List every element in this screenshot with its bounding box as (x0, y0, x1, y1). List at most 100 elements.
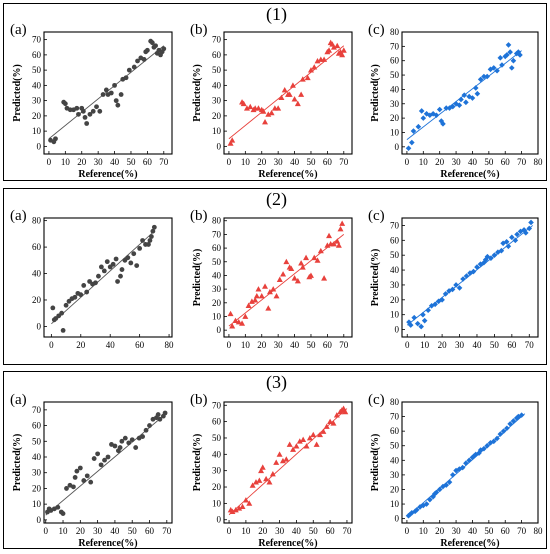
x-tick-label: 40 (468, 157, 478, 167)
y-tick-label: 30 (212, 284, 222, 294)
y-tick-label: 80 (32, 216, 42, 226)
x-tick-label: 30 (275, 526, 285, 536)
data-point (323, 423, 330, 429)
data-point (296, 438, 303, 444)
group-panel-1 (3, 3, 547, 181)
y-axis-label: Predicted(%) (370, 434, 381, 492)
data-point (499, 62, 505, 68)
data-point (126, 440, 132, 446)
data-point (497, 431, 504, 437)
data-point (333, 412, 340, 418)
data-point (463, 99, 469, 106)
data-point (340, 47, 347, 53)
data-point (317, 431, 323, 438)
data-point (294, 277, 301, 284)
data-point (425, 307, 431, 314)
x-tick-label: 20 (435, 157, 445, 167)
data-point (270, 286, 277, 292)
x-tick-label: 60 (326, 526, 336, 536)
y-tick-label: 70 (212, 400, 222, 410)
y-tick-label: 70 (32, 405, 42, 415)
data-point (300, 436, 307, 443)
data-point (131, 251, 137, 257)
x-tick-label: 0 (405, 340, 410, 350)
data-point (108, 90, 114, 96)
y-tick-label: 60 (390, 56, 400, 66)
x-tick-label: 40 (468, 526, 478, 536)
data-point (147, 238, 153, 243)
data-point (60, 511, 66, 516)
data-point (467, 270, 473, 276)
data-point (60, 327, 66, 333)
data-point (137, 246, 143, 251)
data-point (283, 258, 290, 265)
data-point (50, 305, 56, 311)
data-point (119, 267, 125, 272)
x-tick-label: 20 (435, 526, 445, 536)
data-point (288, 265, 295, 272)
data-point (256, 477, 263, 483)
data-point (227, 310, 234, 317)
data-point (490, 438, 497, 445)
data-point (299, 76, 306, 82)
data-point (279, 457, 286, 464)
panel-tag: (a) (10, 22, 27, 38)
data-point (265, 111, 272, 117)
data-point (140, 238, 145, 243)
data-point (117, 445, 123, 450)
data-point (87, 111, 93, 117)
y-tick-label: 40 (212, 449, 222, 459)
data-point (339, 51, 346, 58)
x-axis-label: Reference(%) (258, 169, 317, 180)
data-point (247, 103, 254, 110)
data-point (507, 421, 513, 427)
data-point (504, 425, 510, 432)
x-tick-label: 20 (257, 340, 267, 350)
data-point (263, 475, 270, 482)
data-point (334, 238, 341, 244)
x-tick-label: 50 (484, 526, 494, 536)
data-point (514, 231, 520, 238)
data-point (78, 292, 84, 298)
data-point (123, 75, 129, 81)
x-tick-label: 50 (490, 340, 500, 350)
x-tick-label: 40 (292, 526, 302, 536)
y-tick-label: 20 (390, 295, 400, 305)
y-tick-label: 10 (390, 499, 400, 509)
data-point (149, 234, 154, 239)
data-point (281, 86, 288, 93)
data-point (239, 503, 246, 510)
data-point (144, 47, 150, 53)
data-point (113, 256, 119, 262)
data-point (155, 412, 161, 417)
data-point (91, 456, 97, 461)
chart-1c: (c) 0 10 20 30 40 50 60 70 80 0 10 20 30 40 50 60 70 80 Ref… (368, 22, 543, 180)
y-tick-label: 0 (37, 515, 42, 525)
y-tick-label: 20 (32, 111, 42, 121)
y-axis-label: Predicted(%) (370, 64, 381, 122)
data-point (484, 442, 491, 449)
chart-2a: (a) 0 20 40 60 80 0 20 40 60 80 (10, 208, 174, 350)
data-point (88, 479, 94, 485)
data-point (82, 115, 88, 120)
y-tick-label: 30 (212, 96, 222, 106)
data-point (149, 40, 155, 46)
data-point (330, 240, 337, 247)
data-point (433, 112, 440, 119)
data-point (104, 259, 110, 265)
data-point (125, 255, 131, 261)
data-point (317, 247, 324, 254)
data-point (98, 462, 104, 468)
x-tick-label: 10 (61, 157, 71, 167)
data-point (330, 420, 337, 426)
data-point (248, 298, 255, 304)
x-tick-label: 30 (452, 157, 462, 167)
data-point (490, 65, 497, 71)
y-tick-label: 20 (212, 298, 222, 308)
y-tick-label: 20 (390, 113, 400, 123)
data-point (505, 42, 512, 48)
x-tick-label: 10 (241, 340, 251, 350)
y-tick-label: 30 (390, 280, 400, 290)
x-tick-label: 60 (135, 340, 145, 350)
y-tick-label: 10 (32, 126, 42, 136)
